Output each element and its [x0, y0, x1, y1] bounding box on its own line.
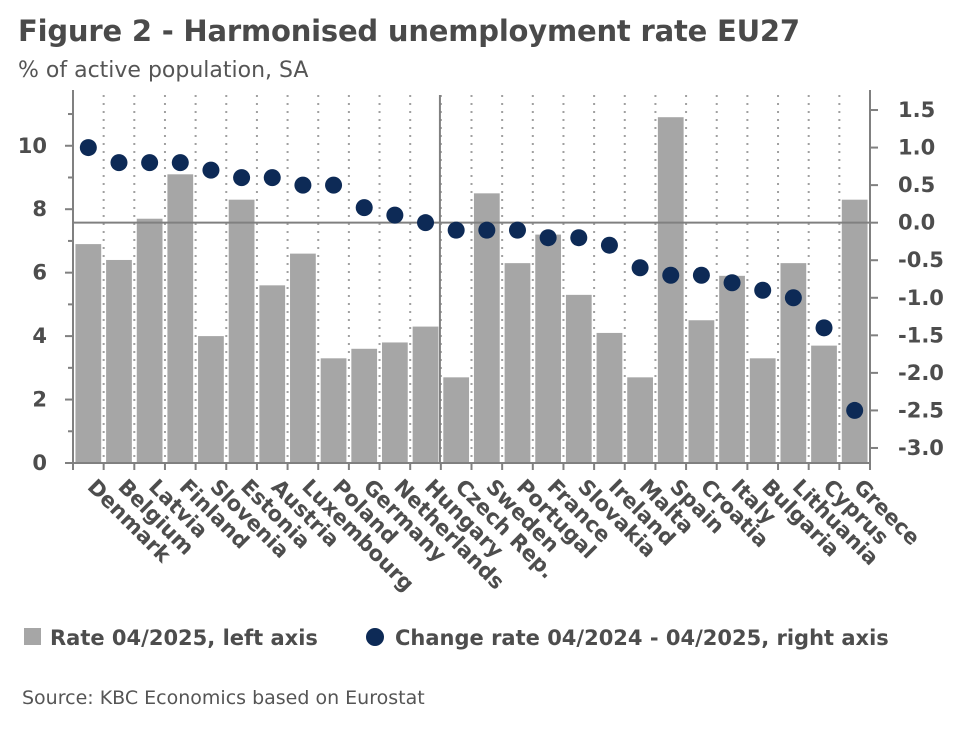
- legend-swatch-bar: [24, 628, 41, 645]
- change-dot: [447, 221, 465, 239]
- change-dot: [508, 221, 526, 239]
- bar: [841, 199, 868, 464]
- y-right-tick-label: -2.5: [898, 398, 944, 422]
- y-right-tick-label: -3.0: [898, 436, 944, 460]
- labels: 0 2 4 6 8 10 1.5 1.0 0.5 0.0 -0.5 -1.0 -1.5 -2.0 -2.5 -…: [18, 98, 944, 596]
- change-dot: [723, 274, 741, 292]
- legend-label-dot: Change rate 04/2024 - 04/2025, right axi…: [395, 626, 889, 650]
- y-right-tick-label: -1.5: [898, 323, 944, 347]
- change-dot: [263, 169, 281, 187]
- change-dot: [79, 139, 97, 157]
- bar: [749, 358, 776, 463]
- change-dot: [386, 206, 404, 224]
- bar: [259, 285, 286, 463]
- change-dot: [600, 236, 618, 254]
- bar: [381, 342, 408, 463]
- bar: [106, 259, 132, 463]
- change-dot: [171, 154, 189, 172]
- y-right-tick-label: -1.0: [898, 286, 944, 310]
- y-left-tick-label: 0: [32, 451, 47, 475]
- bar: [657, 117, 684, 463]
- change-dot: [478, 221, 496, 239]
- chart-title: Figure 2 - Harmonised unemployment rate …: [18, 14, 800, 48]
- change-dot: [754, 281, 772, 299]
- y-right-tick-label: -0.5: [898, 248, 944, 272]
- y-right-tick-label: -2.0: [898, 361, 944, 385]
- chart-subtitle: % of active population, SA: [18, 58, 309, 83]
- legend-swatch-dot: [366, 628, 384, 646]
- change-dot: [631, 259, 649, 277]
- bar: [228, 199, 255, 464]
- bar: [565, 294, 592, 463]
- y-right-tick-label: 1.0: [898, 136, 935, 160]
- y-right-tick-label: 1.5: [898, 98, 935, 122]
- bar: [596, 332, 623, 463]
- bar: [167, 174, 194, 463]
- change-dot: [815, 319, 833, 337]
- bars: [75, 117, 868, 464]
- bar: [504, 263, 531, 463]
- bar: [627, 377, 653, 463]
- change-dot: [141, 154, 159, 172]
- bar: [136, 218, 163, 463]
- bar: [535, 234, 562, 463]
- bar: [290, 253, 316, 463]
- y-left-tick-label: 6: [32, 261, 47, 285]
- y-left-tick-label: 8: [32, 197, 47, 221]
- change-dot: [294, 176, 312, 194]
- change-dot: [539, 229, 557, 247]
- change-dot: [570, 229, 588, 247]
- legend-label-bar: Rate 04/2025, left axis: [50, 626, 318, 650]
- change-dot: [202, 161, 220, 179]
- y-left-tick-label: 4: [32, 324, 47, 348]
- bar: [443, 377, 470, 463]
- change-dot: [662, 266, 680, 284]
- change-dot: [784, 289, 802, 307]
- change-dot: [355, 199, 373, 217]
- source-note: Source: KBC Economics based on Eurostat: [22, 687, 425, 709]
- bar: [719, 275, 745, 463]
- legend: Rate 04/2025, left axis Change rate 04/20…: [24, 626, 889, 650]
- bar: [75, 244, 102, 463]
- y-right-tick-label: 0.5: [898, 173, 935, 197]
- dots: [79, 139, 864, 419]
- bar: [320, 358, 347, 463]
- bar: [198, 336, 224, 463]
- y-left-tick-label: 10: [18, 134, 47, 158]
- bar: [688, 320, 715, 463]
- change-dot: [233, 169, 251, 187]
- change-dot: [692, 266, 710, 284]
- change-dot: [110, 154, 128, 172]
- change-dot: [846, 401, 864, 419]
- bar: [811, 345, 837, 463]
- change-dot: [417, 214, 435, 232]
- axes: [65, 90, 878, 470]
- y-right-tick-label: 0.0: [898, 211, 935, 235]
- y-left-tick-label: 2: [32, 388, 47, 412]
- bar: [412, 326, 439, 463]
- change-dot: [325, 176, 343, 194]
- bar: [351, 348, 378, 463]
